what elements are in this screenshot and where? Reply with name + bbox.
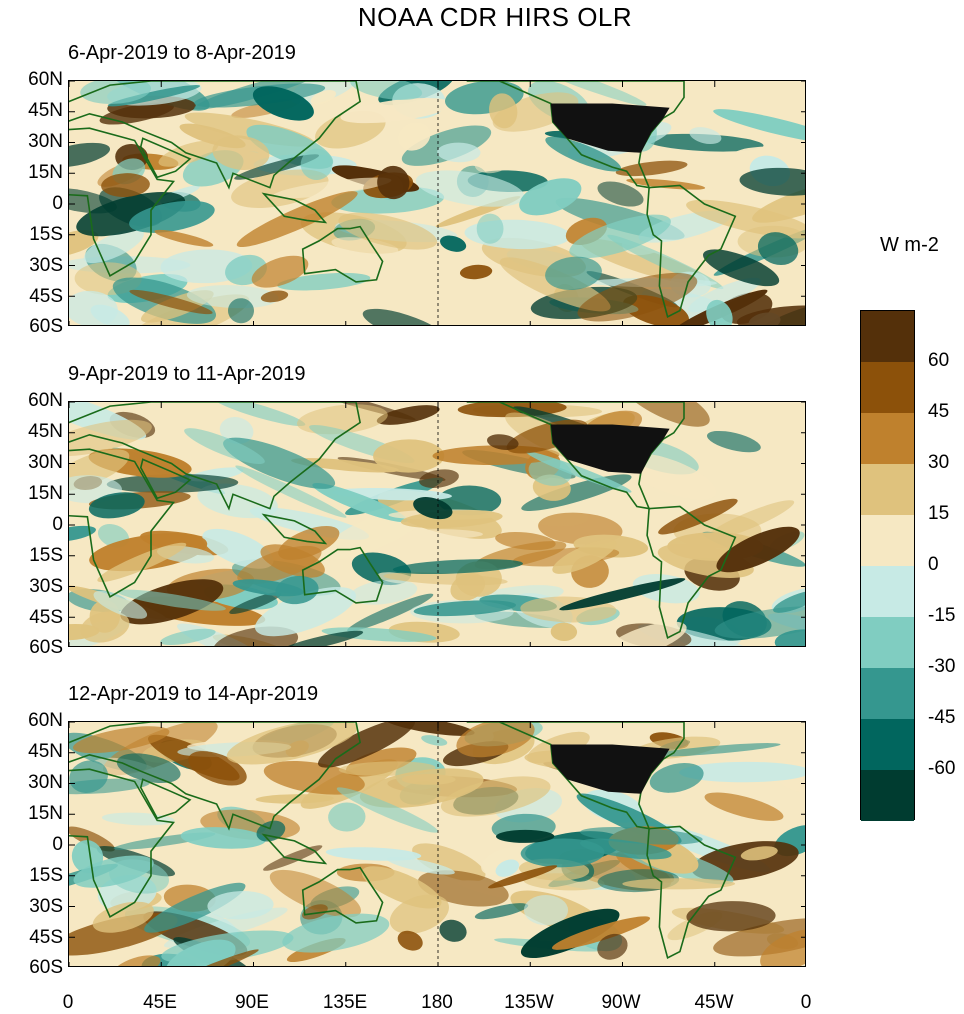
lon-90e: 90E: [235, 992, 269, 1013]
p2-lat-45n: 45N: [28, 421, 63, 442]
p1-lat-30n: 30N: [28, 131, 63, 152]
p1-lat-0: 0: [52, 193, 63, 214]
p1-lat-15s: 15S: [29, 224, 63, 245]
p1-lat-30s: 30S: [29, 255, 63, 276]
p2-lat-15n: 15N: [28, 483, 63, 504]
legend-unit: W m-2: [880, 234, 939, 256]
legend-label-m15: -15: [928, 605, 956, 626]
p3-lat-15s: 15S: [29, 865, 63, 886]
legend-label-m45: -45: [928, 707, 956, 728]
lon-0-right: 0: [800, 992, 812, 1013]
legend-label-0: 0: [928, 554, 939, 575]
panel-2-map: [68, 401, 806, 647]
panel-1-title: 6-Apr-2019 to 8-Apr-2019: [68, 42, 296, 64]
colorbar-swatch-4: [861, 464, 914, 515]
p1-lat-60s: 60S: [29, 316, 63, 337]
p1-lat-15n: 15N: [28, 162, 63, 183]
p1-lat-45s: 45S: [29, 286, 63, 307]
panel-3-map: [68, 721, 806, 967]
legend-label-30: 30: [928, 452, 950, 473]
legend-label-m30: -30: [928, 656, 956, 677]
lon-135w: 135W: [504, 992, 554, 1013]
p1-lat-45n: 45N: [28, 100, 63, 121]
p3-lat-45n: 45N: [28, 741, 63, 762]
lon-0-left: 0: [62, 992, 74, 1013]
panel-3-title: 12-Apr-2019 to 14-Apr-2019: [68, 683, 319, 705]
p2-lat-60n: 60N: [28, 390, 63, 411]
colorbar: [860, 310, 915, 821]
lon-90w: 90W: [601, 992, 641, 1013]
p2-lat-0: 0: [52, 514, 63, 535]
lon-45e: 45E: [143, 992, 177, 1013]
colorbar-swatch-7: [861, 617, 914, 668]
p2-lat-60s: 60S: [29, 637, 63, 658]
p3-lat-60n: 60N: [28, 710, 63, 731]
colorbar-swatch-10: [861, 770, 914, 821]
colorbar-swatch-1: [861, 311, 914, 362]
p3-lat-0: 0: [52, 834, 63, 855]
p2-lat-30n: 30N: [28, 452, 63, 473]
legend-label-15: 15: [928, 503, 950, 524]
p3-lat-30n: 30N: [28, 772, 63, 793]
colorbar-swatch-2: [861, 362, 914, 413]
colorbar-swatch-3: [861, 413, 914, 464]
colorbar-swatch-8: [861, 668, 914, 719]
panel-2-olr-field: [69, 402, 805, 646]
p2-lat-30s: 30S: [29, 576, 63, 597]
lon-45w: 45W: [694, 992, 734, 1013]
p2-lat-45s: 45S: [29, 607, 63, 628]
panel-1-map: [68, 80, 806, 326]
colorbar-swatch-6: [861, 566, 914, 617]
panel-2-title: 9-Apr-2019 to 11-Apr-2019: [68, 363, 306, 385]
legend-label-m60: -60: [928, 758, 956, 779]
panel-3-olr-field: [69, 722, 805, 966]
legend-label-60: 60: [928, 350, 950, 371]
colorbar-swatch-9: [861, 719, 914, 770]
lon-180: 180: [421, 992, 453, 1013]
p3-lat-15n: 15N: [28, 803, 63, 824]
lon-135e: 135E: [322, 992, 368, 1013]
p3-lat-30s: 30S: [29, 896, 63, 917]
p3-lat-45s: 45S: [29, 927, 63, 948]
p1-lat-60n: 60N: [28, 69, 63, 90]
p3-lat-60s: 60S: [29, 957, 63, 978]
figure-title: NOAA CDR HIRS OLR: [357, 2, 633, 32]
p2-lat-15s: 15S: [29, 545, 63, 566]
legend-label-45: 45: [928, 401, 950, 422]
panel-1-olr-field: [69, 81, 805, 325]
colorbar-swatch-5: [861, 515, 914, 566]
